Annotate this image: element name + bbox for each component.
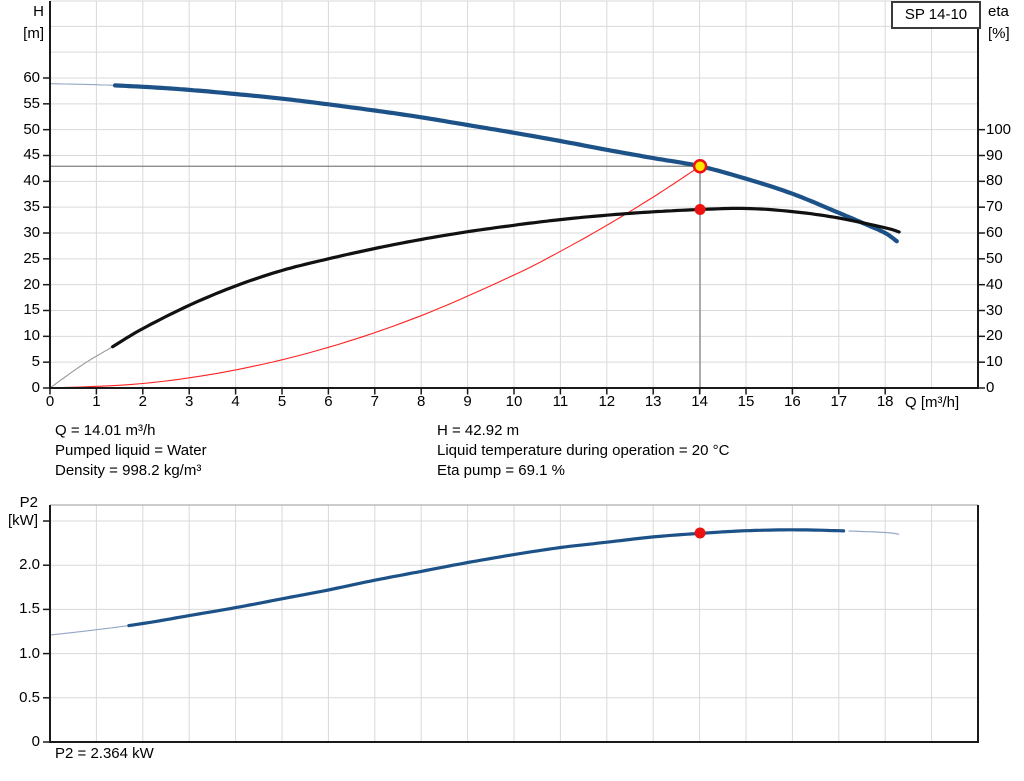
tick-label: 18 [876,393,894,410]
tick-label: 40 [23,172,40,190]
tick-label: 12 [598,393,616,410]
p2-curve-thin-end [848,530,900,535]
info-q: Q = 14.01 m³/h [55,422,156,439]
tick-label: 30 [986,301,1003,319]
tick-label: 7 [370,393,379,410]
tick-label: 100 [986,120,1012,138]
tick-label: 25 [23,249,40,267]
tick-label: 45 [23,146,40,164]
info-density: Density = 998.2 kg/m³ [55,462,202,479]
tick-label: 30 [23,223,40,241]
tick-label: 1 [92,393,101,410]
tick-label: 16 [784,393,801,410]
p2-curve-thin-start [49,625,129,636]
tick-label: 10 [23,327,40,345]
tick-label: 1.0 [19,644,40,662]
tick-label: 10 [986,353,1003,371]
tick-label: 50 [986,249,1003,267]
tick-label: 10 [505,393,523,410]
duty-point-marker [692,158,708,174]
tick-label: 20 [23,275,40,293]
tick-label: 5 [31,353,40,371]
p2-axis-title-line2: [kW] [8,512,38,529]
tick-label: 0 [31,733,40,750]
tick-label: 4 [231,393,240,410]
tick-label: 8 [417,393,426,410]
tick-label: 2.0 [19,556,40,574]
tick-label: 90 [986,146,1003,164]
p2-curve [127,528,846,628]
affinity-curve [49,165,701,389]
info-h: H = 42.92 m [437,422,520,439]
tick-label: 15 [737,393,755,410]
p2-point-marker [694,527,706,539]
tick-label: 60 [23,68,40,86]
tick-label: 1.5 [19,600,40,618]
tick-label: 55 [23,94,40,112]
h-axis-title-line1: H [33,3,44,20]
p2-result-label: P2 = 2.364 kW [55,745,154,762]
pump-model-badge: SP 14-10 [891,1,981,29]
eta-axis-title-line2: [%] [988,25,1010,42]
h-axis-title-line2: [m] [23,25,44,42]
info-temperature: Liquid temperature during operation = 20… [437,442,730,459]
tick-label: 50 [23,120,40,138]
efficiency-point-marker [694,203,706,215]
head-curve [112,83,899,244]
tick-label: 9 [463,393,472,410]
tick-label: 80 [986,172,1003,190]
p2-axis-title-line1: P2 [19,494,38,511]
tick-label: 0.5 [19,688,40,706]
q-axis-title: Q [m³/h] [905,394,960,411]
tick-label: 70 [986,198,1003,216]
tick-label: 3 [185,393,194,410]
tick-label: 0 [31,379,40,396]
tick-label: 60 [986,224,1003,241]
tick-label: 0 [45,393,55,410]
eta-axis-title-line1: eta [988,3,1009,20]
tick-label: 35 [23,198,40,216]
tick-label: 0 [986,379,995,396]
tick-label: 15 [23,301,40,319]
info-liquid: Pumped liquid = Water [55,442,207,459]
tick-label: 5 [277,393,287,410]
head-curve-thin-start [50,83,116,86]
tick-label: 6 [324,393,333,410]
efficiency-curve [111,206,901,349]
tick-label: 2 [138,393,147,410]
tick-label: 13 [644,393,662,410]
tick-label: 40 [986,275,1003,293]
efficiency-curve-thin-start [49,346,113,389]
tick-label: 17 [830,393,848,410]
tick-label: 14 [691,393,708,410]
tick-label: 11 [552,393,569,410]
info-eta: Eta pump = 69.1 % [437,462,565,479]
tick-label: 20 [986,327,1003,345]
